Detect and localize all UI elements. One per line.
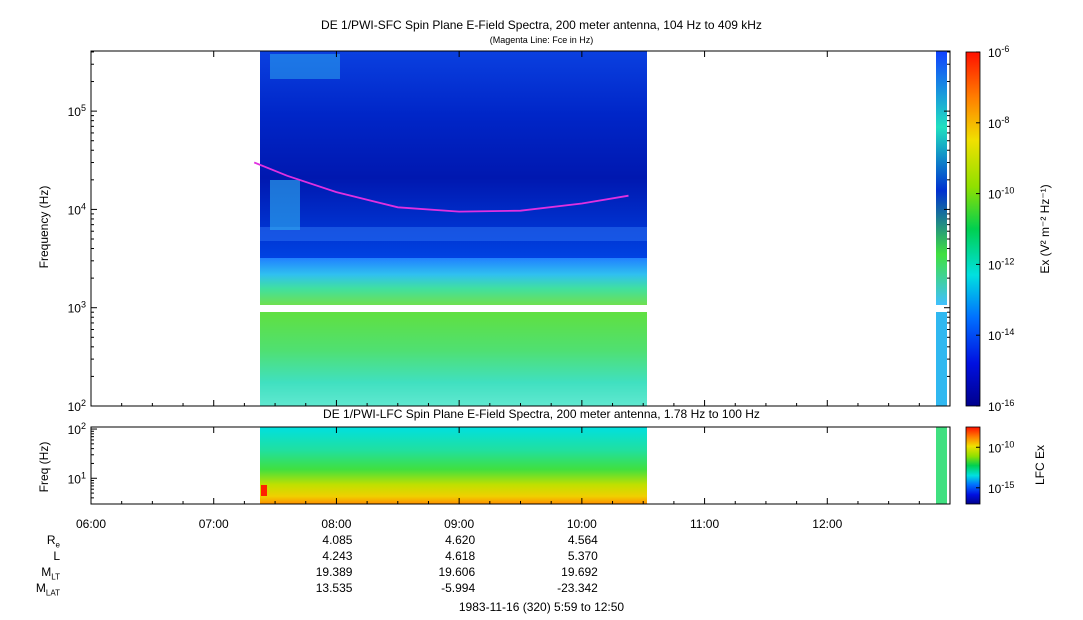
sfc-y-axis-label: Frequency (Hz) (37, 185, 51, 269)
time-tick-labels: 06:00 07:00 08:00 09:00 10:00 11:00 12:00 (76, 517, 843, 531)
lfc-colorbar-label: LFC Ex (1033, 445, 1047, 486)
lfc-hot-spot (261, 485, 267, 496)
sfc-colorbar-tick-label: 10-14 (988, 327, 1014, 343)
sfc-heatmap-lower (260, 312, 647, 406)
lfc-x-ticks (90, 427, 920, 504)
ephemeris-row-name: MLT (41, 565, 60, 582)
ephemeris-value: 4.620 (445, 533, 476, 547)
ephemeris-value: 19.389 (315, 565, 353, 579)
sfc-colorbar-gradient (965, 51, 981, 407)
sfc-y-ticks: 102 103 104 105 (68, 51, 950, 414)
fce-line (253, 161, 629, 213)
ephemeris-value: -5.994 (441, 581, 476, 595)
sfc-subtitle: (Magenta Line: Fce in Hz) (489, 35, 594, 45)
ephemeris-value: 4.085 (322, 533, 353, 547)
sfc-strip-high (936, 51, 947, 305)
sfc-colorbar-tick-label: 10-12 (988, 256, 1014, 272)
sfc-y-tick-label: 103 (68, 300, 86, 316)
ephemeris-value: 13.535 (315, 581, 353, 595)
ephemeris-value: 19.692 (561, 565, 598, 579)
time-tick-label: 10:00 (567, 517, 597, 531)
time-tick-label: 06:00 (76, 517, 106, 531)
time-tick-label: 07:00 (199, 517, 229, 531)
sfc-title: DE 1/PWI-SFC Spin Plane E-Field Spectra,… (321, 18, 762, 32)
ephemeris-value: 4.618 (445, 549, 476, 563)
sfc-band-emission (260, 227, 647, 241)
time-tick-label: 11:00 (690, 517, 719, 531)
lfc-heatmap (260, 427, 647, 504)
lfc-colorbar-tick-label: 10-10 (988, 439, 1014, 455)
lfc-panel: 101 102 (68, 421, 951, 505)
sfc-colorbar-tick-label: 10-10 (988, 186, 1014, 202)
ephemeris-row-name: L (53, 549, 60, 563)
time-tick-label: 12:00 (812, 517, 842, 531)
sfc-band-emission-3 (270, 54, 340, 79)
ephemeris-value: 4.243 (322, 549, 353, 563)
sfc-colorbar-tick-label: 10-8 (988, 115, 1009, 131)
sfc-colorbar-tick-label: 10-16 (988, 398, 1014, 414)
time-tick-label: 09:00 (444, 517, 474, 531)
sfc-colorbar: 10-6 10-8 10-10 10-12 10-14 10-16 (965, 44, 1014, 414)
sfc-y-tick-label: 105 (68, 103, 86, 119)
sfc-y-tick-label: 104 (68, 201, 86, 217)
ephemeris-row-name: MLAT (35, 581, 60, 598)
ephemeris-value: 4.564 (567, 533, 598, 547)
ephemeris-row-name: Re (46, 533, 60, 550)
sfc-colorbar-label: Ex (V² m⁻² Hz⁻¹) (1038, 184, 1052, 274)
lfc-y-axis-label: Freq (Hz) (37, 441, 51, 493)
sfc-panel: 102 103 104 105 (68, 50, 951, 414)
lfc-colorbar-gradient (965, 426, 981, 505)
time-tick-label: 08:00 (321, 517, 351, 531)
time-range-footer: 1983-11-16 (320) 5:59 to 12:50 (458, 600, 625, 614)
lfc-y-tick-label: 102 (68, 421, 86, 437)
lfc-colorbar-tick-label: 10-15 (988, 480, 1014, 496)
sfc-x-ticks (90, 51, 920, 406)
lfc-y-ticks: 101 102 (68, 421, 97, 505)
sfc-colorbar-tick-label: 10-6 (988, 44, 1009, 60)
ephemeris-value: 19.606 (438, 565, 476, 579)
sfc-y-tick-label: 102 (68, 398, 86, 414)
lfc-title: DE 1/PWI-LFC Spin Plane E-Field Spectra,… (323, 407, 760, 421)
ephemeris-value: -23.342 (557, 581, 598, 595)
sfc-heatmap-low-band (260, 258, 647, 305)
lfc-y-tick-label: 101 (68, 470, 86, 486)
ephemeris-value: 5.370 (567, 549, 598, 563)
sfc-band-emission-2 (270, 180, 300, 230)
lfc-colorbar: 10-10 10-15 (965, 426, 1014, 505)
sfc-strip-low (936, 312, 947, 406)
lfc-strip (936, 427, 947, 504)
